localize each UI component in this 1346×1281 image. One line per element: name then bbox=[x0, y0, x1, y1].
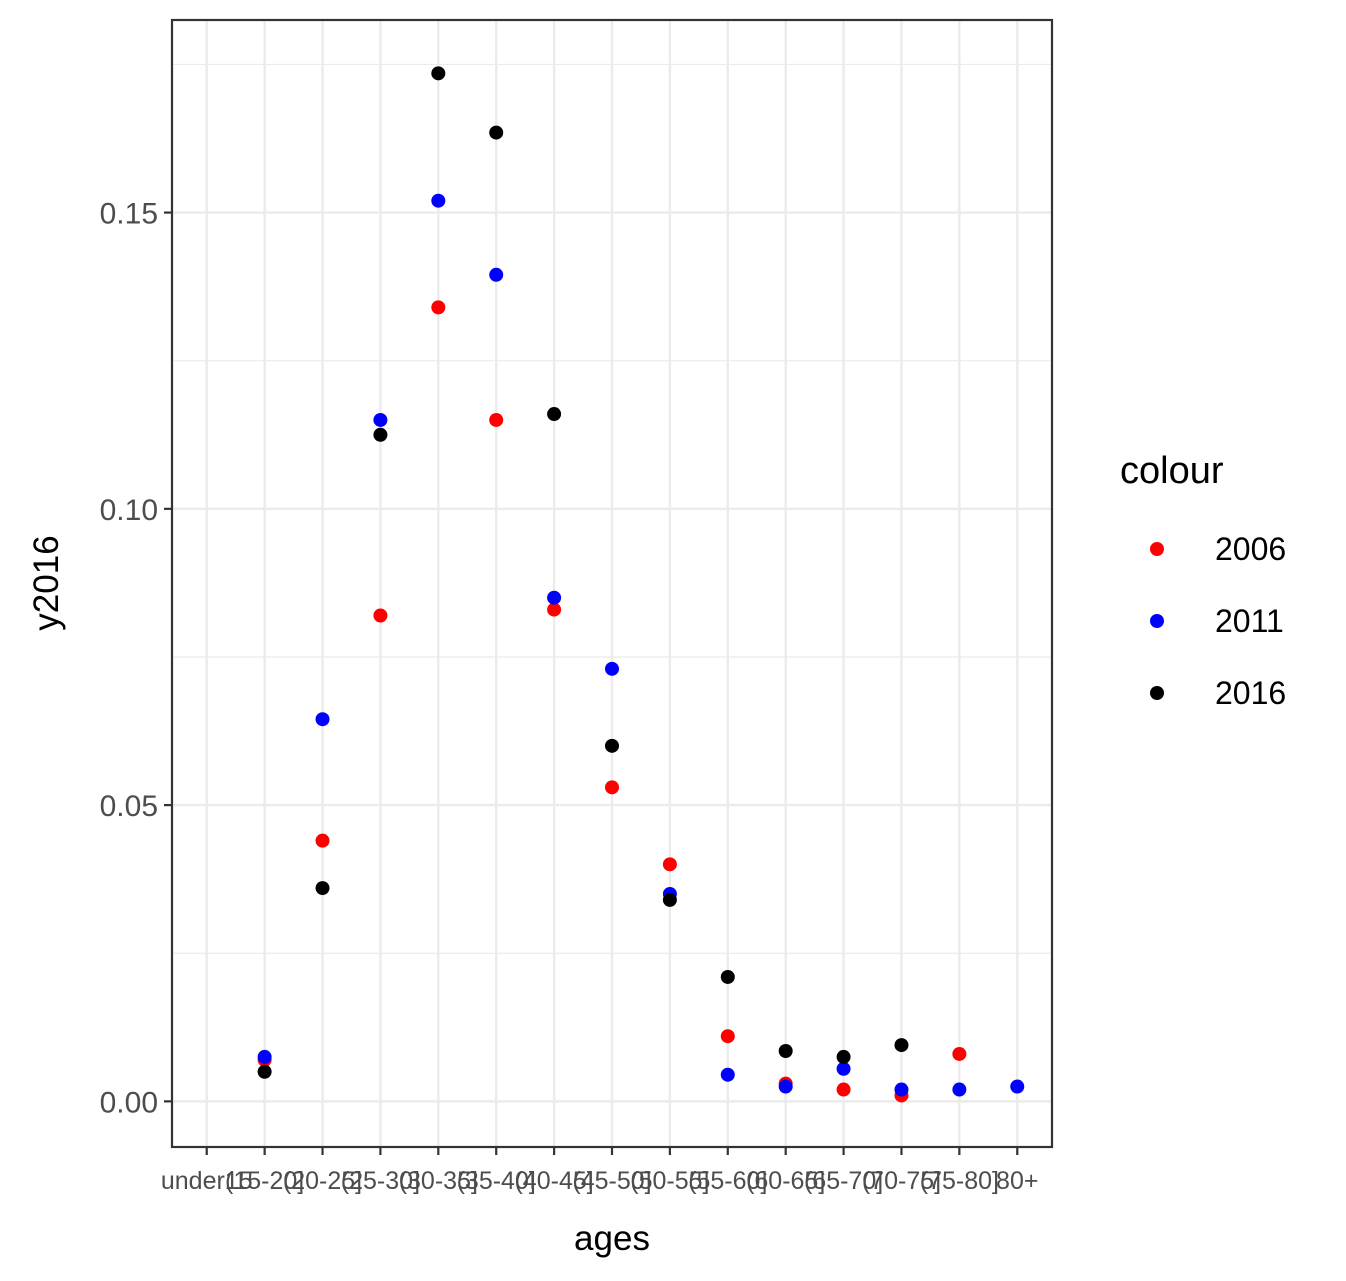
data-point bbox=[952, 1082, 967, 1097]
data-point bbox=[778, 1044, 793, 1059]
data-point bbox=[431, 66, 446, 81]
data-point bbox=[720, 969, 735, 984]
x-tick-label: (25-30] bbox=[341, 1167, 420, 1195]
legend-key bbox=[1150, 614, 1164, 628]
data-point bbox=[547, 407, 562, 422]
data-point bbox=[373, 412, 388, 427]
data-point bbox=[431, 300, 446, 315]
x-tick-label: (55-60] bbox=[688, 1167, 767, 1195]
x-axis-title: ages bbox=[574, 1219, 650, 1258]
data-point bbox=[547, 602, 562, 617]
y-tick-label: 0.15 bbox=[100, 198, 158, 231]
data-point bbox=[605, 738, 619, 753]
data-point bbox=[1010, 1079, 1025, 1094]
data-point bbox=[489, 267, 504, 282]
data-point bbox=[315, 833, 330, 848]
data-point bbox=[720, 1067, 735, 1082]
data-point bbox=[257, 1064, 272, 1079]
y-tick-label: 0.05 bbox=[100, 790, 158, 823]
data-point bbox=[373, 608, 388, 623]
legend-key bbox=[1150, 542, 1164, 556]
y-axis-title: y2016 bbox=[27, 535, 66, 630]
data-point bbox=[431, 193, 446, 208]
legend-label: 2006 bbox=[1215, 531, 1286, 567]
data-point bbox=[836, 1082, 851, 1097]
data-point bbox=[489, 125, 504, 140]
x-axis: under15(15-20](20-25](25-30](30-35](35-4… bbox=[161, 1147, 1038, 1195]
data-point bbox=[605, 780, 619, 795]
x-tick-label: (20-25] bbox=[283, 1167, 362, 1195]
data-point bbox=[778, 1079, 793, 1094]
data-point bbox=[662, 892, 677, 907]
data-point bbox=[489, 412, 504, 427]
data-point bbox=[315, 712, 330, 727]
major-gridlines bbox=[172, 20, 1052, 1147]
x-tick-label: (40-45] bbox=[514, 1167, 593, 1195]
x-tick-label: (70-75] bbox=[862, 1167, 941, 1195]
data-point bbox=[720, 1029, 735, 1044]
data-point bbox=[836, 1061, 851, 1076]
legend-label: 2016 bbox=[1215, 675, 1286, 711]
data-point bbox=[547, 590, 562, 605]
x-tick-label: (60-65] bbox=[746, 1167, 825, 1195]
data-point bbox=[662, 857, 677, 872]
data-point bbox=[894, 1038, 909, 1053]
data-point bbox=[257, 1049, 272, 1064]
x-tick-label: 80+ bbox=[996, 1167, 1038, 1195]
data-point bbox=[605, 661, 619, 676]
x-tick-label: (45-50] bbox=[572, 1167, 651, 1195]
x-tick-label: (75-80] bbox=[920, 1167, 999, 1195]
data-points bbox=[257, 66, 1025, 1103]
data-point bbox=[373, 427, 388, 442]
x-tick-label: (50-55] bbox=[630, 1167, 709, 1195]
data-point bbox=[836, 1049, 851, 1064]
x-tick-label: (35-40] bbox=[457, 1167, 536, 1195]
legend-title: colour bbox=[1120, 450, 1224, 492]
legend: colour 2006 2011 2016 bbox=[1120, 450, 1286, 711]
x-tick-label: (15-20] bbox=[225, 1167, 304, 1195]
y-tick-label: 0.10 bbox=[100, 494, 158, 527]
legend-key bbox=[1150, 686, 1164, 700]
x-tick-label: (30-35] bbox=[399, 1167, 478, 1195]
y-axis: 0.00 0.05 0.10 0.15 bbox=[100, 198, 172, 1119]
data-point bbox=[952, 1046, 967, 1061]
x-tick-label: under15 bbox=[161, 1167, 253, 1195]
y-tick-label: 0.00 bbox=[100, 1086, 158, 1119]
data-point bbox=[315, 881, 330, 896]
legend-label: 2011 bbox=[1215, 603, 1284, 639]
x-tick-label: (65-70] bbox=[804, 1167, 883, 1195]
data-point bbox=[894, 1082, 909, 1097]
